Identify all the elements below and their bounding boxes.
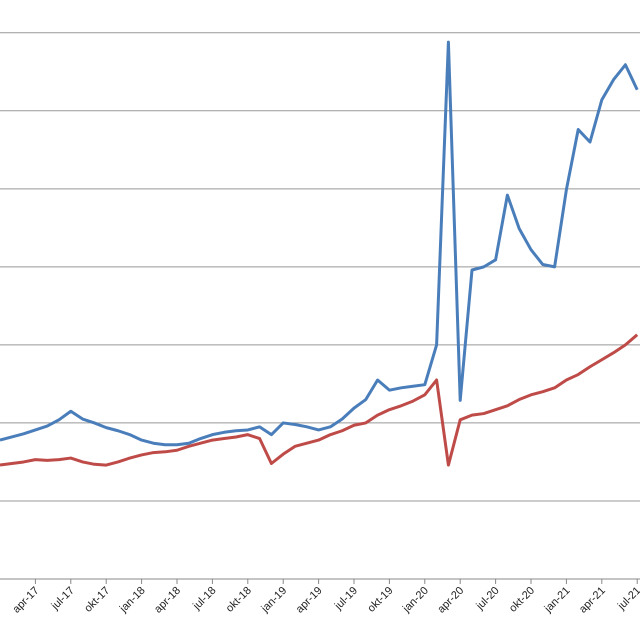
x-tick-label: apr-19 xyxy=(294,585,325,616)
x-tick-label: apr-18 xyxy=(152,585,183,616)
x-tick-label: okt-17 xyxy=(82,585,112,615)
x-tick-label: jul-20 xyxy=(474,585,502,613)
x-tick-label: jan-18 xyxy=(117,585,148,616)
x-tick-label: okt-18 xyxy=(224,585,254,615)
x-tick-label: jan-21 xyxy=(542,585,573,616)
x-tick-label: jan-20 xyxy=(400,585,431,616)
x-tick-label: apr-20 xyxy=(435,585,466,616)
x-tick-label: jan-19 xyxy=(259,585,290,616)
x-tick-label: jul-21 xyxy=(615,585,640,613)
series-line xyxy=(0,40,639,447)
x-tick-label: okt-19 xyxy=(365,585,395,615)
x-tick-label: okt-20 xyxy=(507,585,537,615)
x-tick-label: jul-18 xyxy=(190,585,218,613)
x-tick-label: jul-17 xyxy=(49,585,77,613)
x-tick-label: jul-19 xyxy=(332,585,360,613)
x-tick-label: apr-17 xyxy=(11,585,42,616)
series-line xyxy=(0,333,639,467)
x-tick-label: apr-21 xyxy=(577,585,608,616)
